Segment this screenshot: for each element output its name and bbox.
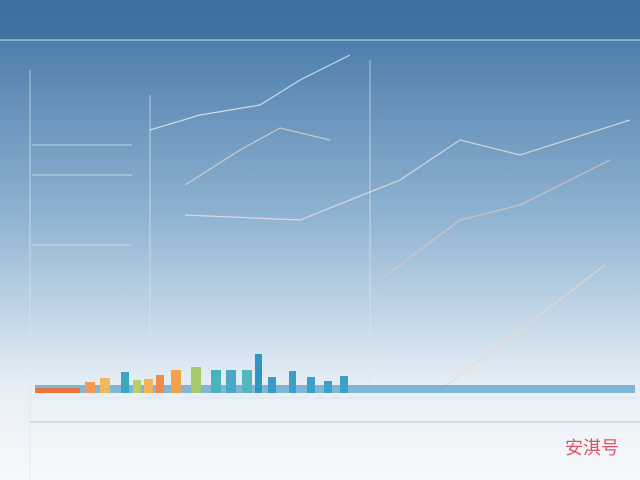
bar — [35, 388, 80, 393]
bar — [100, 378, 110, 393]
bar — [226, 370, 236, 393]
bar — [340, 376, 348, 393]
trend-line — [184, 119, 631, 221]
header-band — [0, 0, 640, 40]
bar — [171, 370, 181, 393]
bar — [307, 377, 315, 393]
side-panel — [29, 60, 640, 480]
trend-lines — [149, 54, 631, 391]
bar — [242, 370, 252, 393]
bar — [191, 367, 201, 393]
bar — [324, 381, 332, 393]
trend-line — [184, 127, 331, 186]
bar — [211, 370, 221, 393]
bar — [133, 380, 141, 393]
bar — [268, 377, 276, 393]
trend-line — [439, 264, 606, 391]
bar — [144, 379, 153, 393]
trend-line — [379, 159, 611, 281]
trend-line — [149, 54, 351, 131]
bar — [289, 371, 296, 393]
bar-strip — [35, 354, 635, 393]
bar — [85, 382, 95, 393]
bar — [255, 354, 262, 393]
baseline-band — [35, 385, 635, 393]
bar — [156, 375, 164, 393]
bar — [121, 372, 129, 393]
watermark: 安淇号 — [565, 438, 619, 459]
